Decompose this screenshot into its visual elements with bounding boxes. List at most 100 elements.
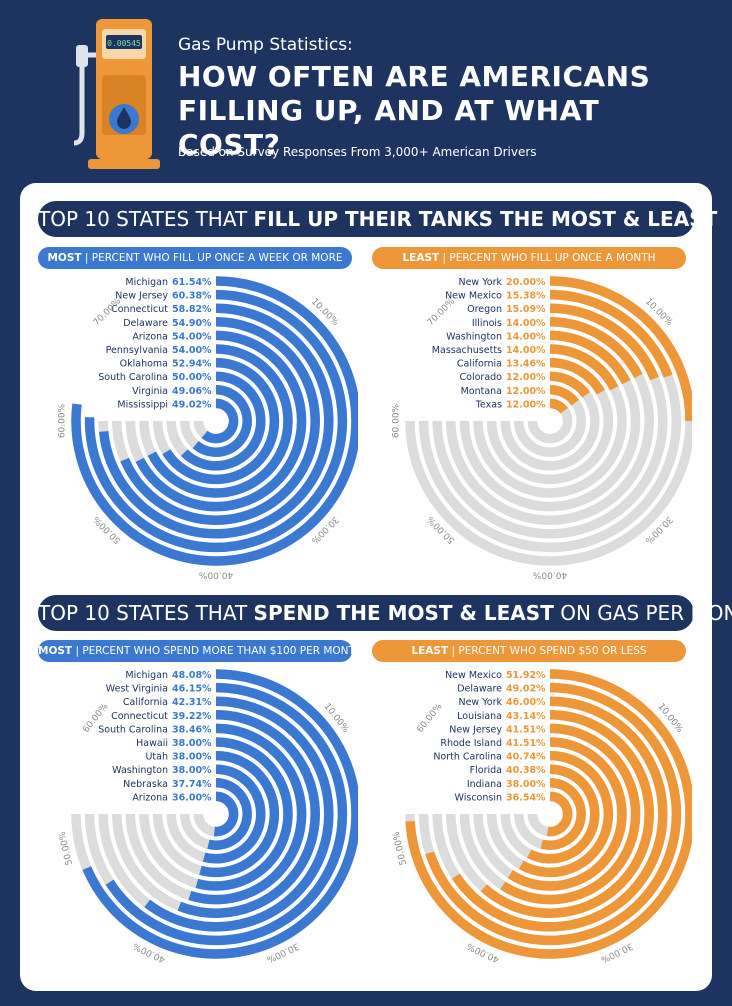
value-label-colorado: 12.00% — [506, 372, 546, 383]
bar-south-carolina — [188, 723, 307, 905]
category-label-massachusetts: Massachusetts — [432, 345, 502, 356]
chart-spend-least: New Mexico 51.92% Delaware 49.02% New York 46… — [362, 668, 692, 998]
category-label-rhode-island: Rhode Island — [440, 738, 502, 749]
bar-oregon — [549, 303, 659, 381]
bar-west-virginia — [105, 682, 348, 946]
bar-louisiana — [480, 710, 654, 918]
bar-california — [549, 357, 605, 395]
bar-michigan — [82, 669, 358, 959]
category-label-arizona: Arizona — [132, 331, 168, 342]
section1-least-pill: LEAST | PERCENT WHO FILL UP ONCE A MONTH — [372, 247, 686, 269]
tick-label-7: 70.00% — [426, 296, 458, 328]
section1-least-pill-text: | PERCENT WHO FILL UP ONCE A MONTH — [439, 252, 656, 264]
bar-washington — [549, 330, 631, 385]
bar-florida — [527, 764, 600, 864]
title-line-2: FILLING UP, AND AT WHAT COST? — [178, 94, 600, 161]
bar-new-jersey — [500, 723, 641, 905]
radial-chart-svg: Michigan 48.08% West Virginia 46.15% Califor… — [58, 669, 358, 964]
bar-pennsylvania — [147, 344, 293, 498]
radial-chart-svg: Michigan 61.54% New Jersey 60.38% Connecticu… — [58, 276, 358, 580]
value-label-new-york: 46.00% — [506, 697, 546, 708]
value-label-south-carolina: 38.46% — [172, 724, 212, 735]
value-label-nebraska: 37.74% — [172, 779, 212, 790]
bar-montana — [549, 385, 580, 406]
section2-banner-plain: TOP 10 STATES THAT — [38, 601, 254, 625]
header: 0.00545 Gas Pump Statistics: HOW OFTEN A… — [0, 0, 732, 180]
value-label-new-mexico: 51.92% — [506, 670, 546, 681]
value-label-california: 13.46% — [506, 359, 546, 370]
value-label-mississippi: 49.02% — [172, 399, 212, 410]
bar-massachusetts — [549, 344, 619, 391]
category-label-indiana: Indiana — [467, 779, 502, 790]
section2-least-pill-bold: LEAST — [411, 645, 449, 657]
value-label-indiana: 38.00% — [506, 779, 546, 790]
bar-indiana — [540, 778, 586, 850]
bar-new-mexico — [549, 289, 673, 378]
category-label-wisconsin: Wisconsin — [455, 792, 502, 803]
bar-hawaii — [195, 737, 293, 891]
category-label-illinois: Illinois — [472, 318, 502, 329]
value-label-michigan: 48.08% — [172, 670, 212, 681]
category-label-nebraska: Nebraska — [123, 779, 168, 790]
tick-label-5: 50.00% — [58, 830, 75, 866]
category-label-oregon: Oregon — [467, 304, 502, 315]
radial-chart-svg: New York 20.00% New Mexico 15.38% Oregon 15.0… — [392, 276, 692, 580]
category-label-florida: Florida — [470, 765, 502, 776]
category-label-connecticut: Connecticut — [111, 304, 168, 315]
section1-most-pill-bold: MOST — [47, 252, 82, 264]
bar-new-mexico — [405, 669, 692, 959]
category-label-oklahoma: Oklahoma — [120, 359, 168, 370]
bar-utah — [199, 750, 280, 878]
section2-least-pill-text: | PERCENT WHO SPEND $50 OR LESS — [448, 645, 647, 657]
category-label-michigan: Michigan — [125, 670, 168, 681]
category-label-utah: Utah — [145, 752, 168, 763]
category-label-louisiana: Louisiana — [457, 711, 502, 722]
bar-new-york — [549, 276, 692, 422]
value-label-delaware: 49.02% — [506, 684, 546, 695]
category-label-new-jersey: New Jersey — [115, 291, 168, 302]
value-label-washington: 14.00% — [506, 331, 546, 342]
category-label-new-mexico: New Mexico — [445, 291, 502, 302]
section1-banner: TOP 10 STATES THAT FILL UP THEIR TANKS T… — [38, 201, 717, 237]
value-label-utah: 38.00% — [172, 752, 212, 763]
category-label-delaware: Delaware — [457, 684, 502, 695]
section2-most-pill: MOST | PERCENT WHO SPEND MORE THAN $100 … — [38, 640, 363, 662]
value-label-south-carolina: 50.00% — [172, 372, 212, 383]
value-label-louisiana: 43.14% — [506, 711, 546, 722]
category-label-west-virginia: West Virginia — [106, 684, 168, 695]
radial-chart-svg: New Mexico 51.92% Delaware 49.02% New York 46… — [392, 669, 692, 964]
bar-michigan — [71, 276, 358, 566]
value-label-michigan: 61.54% — [172, 277, 212, 288]
value-label-oregon: 15.09% — [506, 304, 546, 315]
value-label-new-mexico: 15.38% — [506, 291, 546, 302]
bar-new-york — [451, 696, 668, 932]
bar-delaware — [120, 317, 320, 525]
value-label-new-york: 20.00% — [506, 277, 546, 288]
value-label-north-carolina: 40.74% — [506, 752, 546, 763]
category-label-california: California — [123, 697, 168, 708]
tick-label-4: 40.00% — [198, 570, 233, 580]
value-label-arizona: 36.00% — [172, 792, 212, 803]
page-title: HOW OFTEN ARE AMERICANS FILLING UP, AND … — [178, 60, 698, 162]
chart-fill-least: New York 20.00% New Mexico 15.38% Oregon 15.0… — [362, 275, 692, 605]
value-label-california: 42.31% — [172, 697, 212, 708]
pump-display: 0.00545 — [107, 39, 141, 48]
value-label-washington: 38.00% — [172, 765, 212, 776]
category-label-new-york: New York — [458, 697, 502, 708]
bar-connecticut — [98, 303, 334, 539]
bar-nebraska — [207, 778, 252, 850]
bar-mississippi — [201, 398, 239, 444]
section1-banner-bold: FILL UP THEIR TANKS THE MOST & LEAST — [253, 207, 718, 231]
category-label-california: California — [457, 359, 502, 370]
section2-banner-plain2: ON GAS PER MONTH — [560, 601, 732, 625]
content-card: TOP 10 STATES THAT FILL UP THEIR TANKS T… — [20, 183, 732, 991]
category-label-mississippi: Mississippi — [117, 399, 168, 410]
section2-banner-bold: SPEND THE MOST & LEAST — [253, 601, 554, 625]
section1-least-pill-bold: LEAST — [402, 252, 440, 264]
category-label-michigan: Michigan — [125, 277, 168, 288]
value-label-hawaii: 38.00% — [172, 738, 212, 749]
chart-spend-most: Michigan 48.08% West Virginia 46.15% Califor… — [28, 668, 358, 998]
category-label-south-carolina: South Carolina — [98, 724, 168, 735]
value-label-new-jersey: 41.51% — [506, 724, 546, 735]
bar-colorado — [549, 371, 591, 398]
